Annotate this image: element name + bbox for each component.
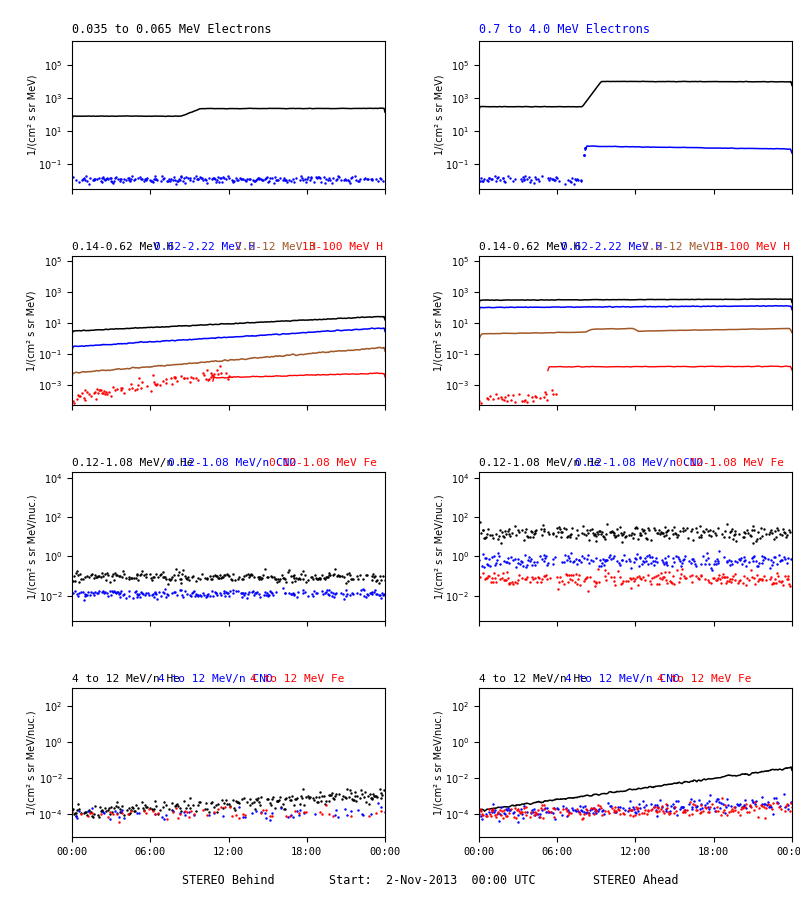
Text: 0.14-0.62 MeV H: 0.14-0.62 MeV H — [479, 242, 594, 252]
Text: 0.12-1.08 MeV/n CNO: 0.12-1.08 MeV/n CNO — [168, 458, 310, 468]
Text: 4 to 12 MeV Fe: 4 to 12 MeV Fe — [657, 673, 765, 684]
Text: 4 to 12 MeV/n He: 4 to 12 MeV/n He — [72, 673, 194, 684]
Text: 0.62-2.22 MeV H: 0.62-2.22 MeV H — [154, 242, 268, 252]
Y-axis label: 1/(cm² s sr MeV): 1/(cm² s sr MeV) — [434, 291, 444, 371]
Y-axis label: 1/(cm² s sr MeV/nuc.): 1/(cm² s sr MeV/nuc.) — [27, 494, 37, 599]
Text: 2.2-12 MeV H: 2.2-12 MeV H — [642, 242, 737, 252]
Text: 0.62-2.22 MeV H: 0.62-2.22 MeV H — [561, 242, 675, 252]
Y-axis label: 1/(cm² s sr MeV): 1/(cm² s sr MeV) — [27, 75, 37, 155]
Text: 4 to 12 MeV/n He: 4 to 12 MeV/n He — [479, 673, 601, 684]
Y-axis label: 1/(cm² s sr MeV): 1/(cm² s sr MeV) — [434, 75, 444, 155]
Text: 0.12-1.08 MeV/n He: 0.12-1.08 MeV/n He — [72, 458, 207, 468]
Text: 2.2-12 MeV H: 2.2-12 MeV H — [235, 242, 330, 252]
Text: STEREO Ahead: STEREO Ahead — [593, 874, 678, 886]
Text: 0.7 to 4.0 MeV Electrons: 0.7 to 4.0 MeV Electrons — [479, 23, 650, 36]
Y-axis label: 1/(cm² s sr MeV/nuc.): 1/(cm² s sr MeV/nuc.) — [434, 494, 444, 599]
Text: 4 to 12 MeV/n CNO: 4 to 12 MeV/n CNO — [158, 673, 286, 684]
Text: 4 to 12 MeV/n CNO: 4 to 12 MeV/n CNO — [566, 673, 694, 684]
Y-axis label: 1/(cm² s sr MeV): 1/(cm² s sr MeV) — [27, 291, 37, 371]
Text: Start:  2-Nov-2013  00:00 UTC: Start: 2-Nov-2013 00:00 UTC — [329, 874, 535, 886]
Text: 0.12-1.08 MeV/n CNO: 0.12-1.08 MeV/n CNO — [575, 458, 717, 468]
Text: 0.12-1.08 MeV Fe: 0.12-1.08 MeV Fe — [269, 458, 390, 468]
Text: 0.14-0.62 MeV H: 0.14-0.62 MeV H — [72, 242, 186, 252]
Text: 4 to 12 MeV Fe: 4 to 12 MeV Fe — [250, 673, 358, 684]
Text: STEREO Behind: STEREO Behind — [182, 874, 275, 886]
Text: 0.12-1.08 MeV/n He: 0.12-1.08 MeV/n He — [479, 458, 614, 468]
Text: 0.12-1.08 MeV Fe: 0.12-1.08 MeV Fe — [676, 458, 798, 468]
Y-axis label: 1/(cm² s sr MeV/nuc.): 1/(cm² s sr MeV/nuc.) — [26, 710, 37, 814]
Text: 13-100 MeV H: 13-100 MeV H — [710, 242, 800, 252]
Text: 13-100 MeV H: 13-100 MeV H — [302, 242, 397, 252]
Y-axis label: 1/(cm² s sr MeV/nuc.): 1/(cm² s sr MeV/nuc.) — [434, 710, 444, 814]
Text: 0.035 to 0.065 MeV Electrons: 0.035 to 0.065 MeV Electrons — [72, 23, 271, 36]
